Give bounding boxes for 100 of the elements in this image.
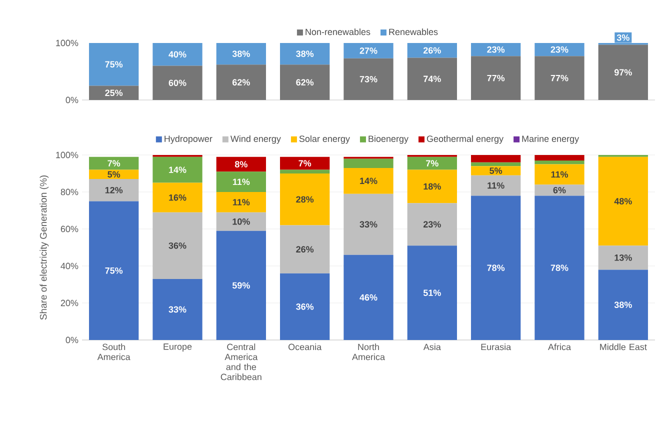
bar: [407, 246, 457, 340]
bar: [216, 156, 266, 172]
data-label: 13%: [614, 254, 632, 261]
bar: [470, 196, 521, 340]
bar: [344, 168, 394, 194]
data-label: 38%: [296, 50, 314, 58]
x-tick-label: Africa: [548, 344, 571, 350]
bar: [280, 273, 330, 340]
data-label: 10%: [232, 218, 250, 225]
bar: [344, 194, 394, 255]
data-label: 77%: [487, 74, 505, 82]
bar: [216, 192, 266, 212]
bar: [344, 42, 394, 58]
bar: [534, 42, 584, 56]
data-label: 60%: [168, 80, 186, 86]
bar: [216, 212, 266, 231]
data-label: 78%: [550, 264, 568, 272]
y-tick-label: 20%: [60, 300, 78, 306]
bar: [407, 170, 457, 204]
data-label: 5%: [108, 171, 120, 178]
y-tick-label: 0%: [66, 96, 78, 104]
data-label: 26%: [296, 246, 314, 253]
legend-label: Hydropower: [164, 135, 212, 144]
data-label: 18%: [424, 183, 441, 190]
x-tick-label: Middle East: [600, 344, 647, 350]
data-label: 6%: [553, 186, 566, 194]
bar: [216, 172, 266, 192]
legend-label: Non-renewables: [306, 28, 370, 36]
data-label: 12%: [105, 186, 123, 194]
x-tick-label: South America: [97, 344, 130, 360]
bar: [598, 246, 648, 270]
x-tick-label: Oceania: [288, 344, 322, 350]
legend-label: Marine energy: [522, 135, 580, 144]
data-label: 23%: [487, 46, 505, 53]
y-tick-label: 0%: [66, 336, 78, 344]
bar: [152, 156, 202, 183]
bar: [534, 184, 584, 196]
x-tick-label: Europe: [164, 344, 192, 352]
data-label: 7%: [426, 160, 438, 166]
data-label: 27%: [360, 48, 378, 54]
y-tick-label: 60%: [60, 226, 78, 232]
legend-label: Bioenergy: [368, 135, 408, 144]
bar: [152, 42, 202, 66]
data-label: 38%: [614, 302, 632, 308]
data-label: 23%: [423, 221, 441, 228]
data-label: 5%: [490, 168, 502, 174]
data-label: 8%: [234, 161, 248, 168]
data-label: 7%: [298, 160, 312, 166]
bar: [470, 166, 521, 176]
bar: [344, 58, 394, 100]
data-label: 16%: [169, 194, 186, 201]
data-label: 62%: [296, 79, 314, 86]
x-tick-label: Asia: [423, 344, 441, 350]
bar: [280, 170, 330, 174]
bar: [89, 156, 139, 170]
data-label: 38%: [232, 50, 250, 58]
data-label: 75%: [105, 61, 123, 68]
bar: [534, 196, 584, 340]
data-label: 11%: [232, 199, 250, 206]
bar: [344, 158, 394, 168]
data-label: 40%: [168, 51, 186, 58]
bar: [470, 154, 521, 162]
x-tick-label: Central America and the Caribbean: [220, 344, 262, 380]
y-tick-label: 80%: [60, 188, 78, 196]
data-label: 59%: [232, 282, 250, 289]
bar: [534, 164, 584, 185]
legend-label: Solar energy: [299, 135, 350, 144]
bar: [280, 42, 330, 65]
bar: [407, 58, 457, 100]
data-label: 3%: [616, 34, 630, 41]
data-label: 11%: [551, 171, 568, 178]
bar: [280, 173, 330, 226]
data-label: 23%: [550, 46, 568, 53]
bar: [470, 175, 521, 196]
bar: [280, 64, 330, 100]
bar: [407, 42, 457, 58]
data-label: 36%: [168, 242, 186, 249]
data-label: 62%: [232, 79, 250, 86]
data-label: 11%: [488, 182, 504, 189]
y-tick-label: 100%: [56, 152, 78, 158]
data-label: 97%: [614, 69, 632, 76]
bar: [280, 225, 330, 274]
bar: [344, 254, 394, 340]
bar: [216, 42, 266, 65]
data-label: 51%: [423, 290, 441, 296]
bar: [598, 44, 648, 100]
data-label: 77%: [550, 74, 568, 82]
bar: [534, 160, 584, 164]
data-label: 28%: [296, 196, 314, 203]
bar: [470, 56, 521, 100]
bar: [152, 212, 202, 279]
data-label: 33%: [360, 221, 378, 228]
bar: [152, 278, 202, 340]
data-label: 74%: [424, 76, 441, 82]
data-label: 36%: [296, 303, 314, 310]
bar: [152, 182, 202, 212]
bar: [470, 42, 521, 56]
data-label: 73%: [360, 76, 378, 82]
bar: [216, 230, 266, 340]
bar: [534, 56, 584, 100]
